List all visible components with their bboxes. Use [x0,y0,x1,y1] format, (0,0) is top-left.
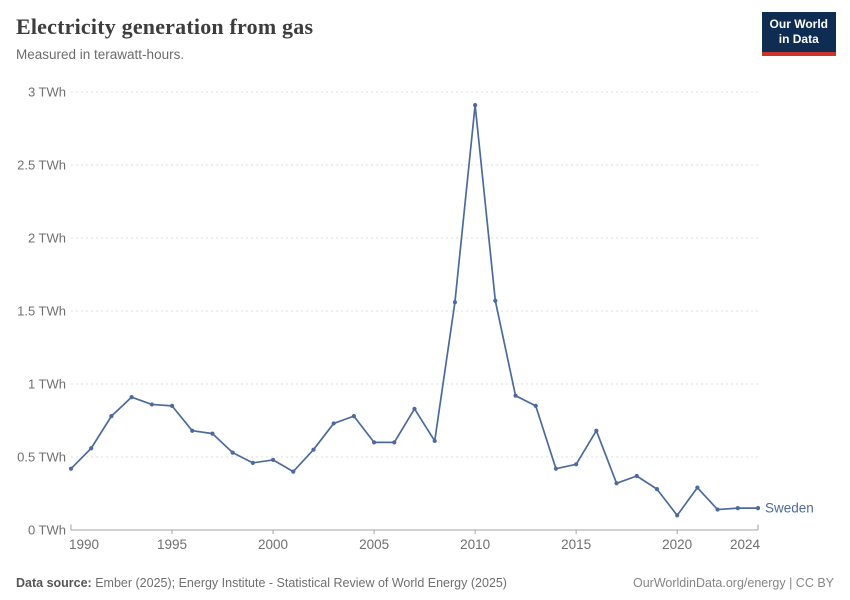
data-point [675,513,680,518]
chart-title: Electricity generation from gas [16,14,314,39]
data-point [614,481,619,486]
data-point [533,403,538,408]
x-axis-tick-label: 2024 [730,537,761,552]
data-point [553,466,559,471]
chart-footer: Data source: Ember (2025); Energy Instit… [16,576,834,590]
y-axis-tick-label: 2 TWh [28,231,66,246]
data-point [169,403,175,408]
data-point [432,438,437,444]
y-axis-tick-label: 1 TWh [28,377,66,392]
y-axis-tick-label: 1.5 TWh [17,304,66,319]
chart-subtitle: Measured in terawatt-hours. [16,47,185,63]
series-line-sweden [70,104,759,517]
data-point [452,300,458,305]
data-point [331,421,336,426]
data-source-text: Ember (2025); Energy Institute - Statist… [91,576,507,590]
x-axis-tick-label: 2010 [460,537,490,552]
chart-header: Electricity generation from gas Measured… [16,14,740,62]
data-point [735,506,740,511]
data-point [513,393,518,398]
data-point [594,428,599,433]
data-point [230,450,235,455]
x-axis-tick-label: 1995 [157,537,187,552]
y-axis-tick-label: 0 TWh [28,523,66,538]
data-point [109,414,114,419]
data-point [190,428,195,433]
x-axis-tick-label: 2020 [662,537,692,552]
data-point [311,447,316,452]
owid-logo[interactable]: Our World in Data [761,12,836,56]
data-point [412,406,417,411]
data-point [695,485,700,490]
data-point [634,473,639,479]
owid-url-license-link[interactable]: OurWorldinData.org/energy | CC BY [632,576,834,590]
data-point [68,466,74,471]
data-point [371,440,377,445]
data-point [574,462,579,467]
series-label-sweden: Sweden [765,501,814,516]
x-axis-tick-label: 1990 [69,537,99,552]
y-axis-tick-label: 3 TWh [28,85,66,100]
x-axis-tick-label: 2005 [359,537,389,552]
data-point [149,402,154,407]
x-axis-tick-label: 2000 [258,537,288,552]
data-point [291,469,296,474]
data-point [493,298,498,303]
data-point [210,431,215,436]
data-point [473,103,478,108]
x-axis-tick-label: 2015 [561,537,591,552]
data-point [654,487,660,492]
data-point [715,507,720,512]
y-axis-tick-label: 0.5 TWh [17,450,66,465]
data-point [755,506,761,511]
data-point [129,395,134,400]
data-point [351,414,356,419]
y-axis-tick-label: 2.5 TWh [17,158,66,173]
data-point [250,460,255,465]
data-source-note: Data source: Ember (2025); Energy Instit… [16,576,507,590]
data-source-label: Data source: [16,576,92,590]
data-point [270,457,276,463]
data-point [392,440,397,445]
owid-logo-line2: in Data [778,32,819,47]
data-point [89,446,94,451]
owid-logo-line1: Our World [769,17,828,31]
